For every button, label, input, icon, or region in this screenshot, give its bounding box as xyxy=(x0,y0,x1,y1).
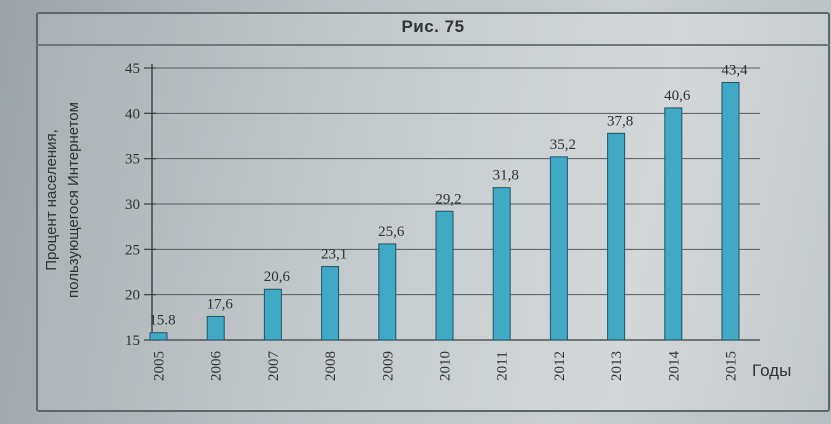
caption-bar: Рис. 75 xyxy=(36,12,830,46)
x-tick-label: 2013 xyxy=(609,351,625,381)
y-axis-label-line-1: Процент населения, xyxy=(43,129,60,271)
y-tick-label: 30 xyxy=(125,197,140,213)
y-tick-label: 40 xyxy=(125,106,140,122)
x-tick-label: 2007 xyxy=(266,351,282,382)
data-label: 35,2 xyxy=(550,137,576,153)
x-tick-label: 2010 xyxy=(438,351,454,381)
bar xyxy=(321,266,340,341)
x-tick-label: 2005 xyxy=(152,351,168,381)
bar xyxy=(378,243,397,341)
y-tick-label: 25 xyxy=(125,242,140,258)
data-label: 40,6 xyxy=(664,88,691,104)
data-label: 23,1 xyxy=(321,247,347,263)
bar xyxy=(721,82,740,341)
data-label: 25,6 xyxy=(378,224,405,240)
y-tick-label: 45 xyxy=(125,61,140,77)
bar xyxy=(206,315,225,341)
figure-caption: Рис. 75 xyxy=(401,17,465,36)
bar xyxy=(607,132,626,341)
y-axis-label-line-2: пользующегося Интернетом xyxy=(65,102,82,298)
y-tick-label: 20 xyxy=(125,288,140,304)
data-label: 15.8 xyxy=(149,313,175,329)
bar xyxy=(149,332,168,341)
y-tick-label: 35 xyxy=(125,152,140,168)
x-tick-label: 2006 xyxy=(209,351,225,382)
bar xyxy=(549,156,568,341)
x-tick-label: 2008 xyxy=(323,351,339,381)
data-label: 29,2 xyxy=(435,191,461,207)
x-tick-label: 2014 xyxy=(666,351,682,382)
x-tick-label: 2015 xyxy=(724,351,740,381)
y-tick-label: 15 xyxy=(125,333,140,349)
x-axis-label: Годы xyxy=(752,361,791,380)
bar xyxy=(263,288,282,341)
data-label: 31,8 xyxy=(493,168,519,184)
x-tick-label: 2011 xyxy=(495,351,511,380)
bar xyxy=(492,187,511,341)
x-tick-label: 2009 xyxy=(380,351,396,381)
x-tick-label: 2012 xyxy=(552,351,568,381)
bar xyxy=(435,210,454,341)
data-label: 20,6 xyxy=(264,269,291,285)
data-label: 37,8 xyxy=(607,113,633,129)
data-label: 43,4 xyxy=(721,63,748,79)
bar xyxy=(664,107,683,341)
data-label: 17,6 xyxy=(207,296,234,312)
figure-frame xyxy=(36,12,830,412)
